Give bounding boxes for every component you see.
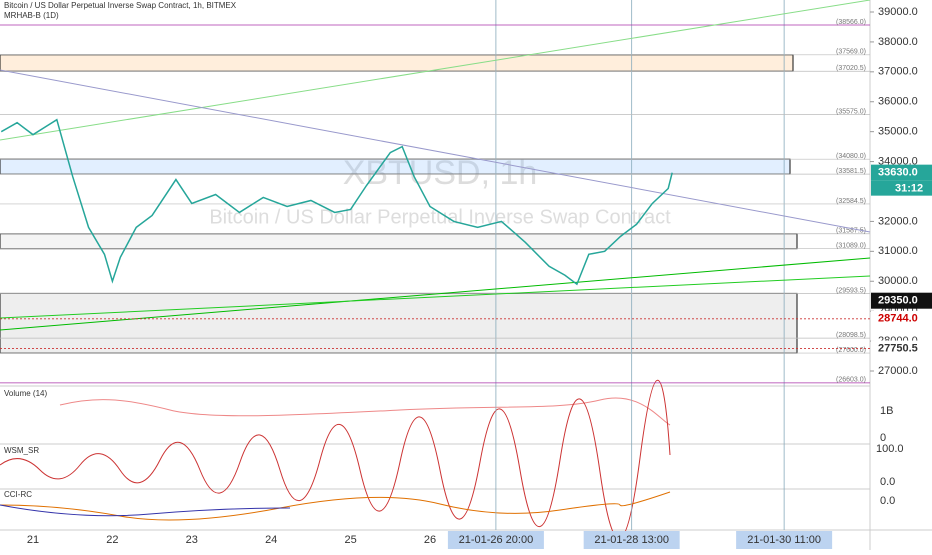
price-line [0,118,673,286]
watermark: Bitcoin / US Dollar Perpetual Inverse Sw… [209,206,671,228]
mark-badge [871,310,932,327]
mark-badge [871,340,932,357]
level-badge [871,292,932,309]
zone [0,158,791,175]
pane-label: CCI-RC [4,490,32,499]
level-label: (35575.0) [836,108,866,115]
countdown: 31:12 [895,183,923,195]
price-tick-label: 27000.0 [878,365,918,377]
level-label: (27600.0) [836,347,866,354]
time-marker-label: 21-01-30 11:00 [747,534,821,546]
level-label: (26603.0) [836,377,866,384]
indicator-name: MRHAB-B (1D) [4,11,59,20]
trend-line [0,69,871,233]
trend-line [0,257,871,331]
zone [0,233,798,250]
level-label: (38566.0) [836,19,866,26]
pane-label: Volume (14) [4,389,47,398]
time-label: 23 [186,534,198,546]
price-tick-label: 36000.0 [878,96,918,108]
stoch-line [0,379,671,540]
cci-tick: 0.0 [880,495,895,507]
time-badge [447,531,544,549]
level-label: (37569.0) [836,49,866,56]
volume-tick: 1B [880,405,893,417]
price-tick-label: 37000.0 [878,66,918,78]
time-marker-label: 21-01-28 13:00 [594,534,669,546]
time-label: 21 [27,534,39,546]
time-label: 22 [106,534,118,546]
countdown-badge [871,180,932,196]
trend-line [0,0,871,141]
mark-badge-label: 27750.5 [878,342,918,354]
level-badge-label: 29350.0 [878,295,918,307]
time-label: 24 [265,534,277,546]
mark-badge-label: 28744.0 [878,313,918,325]
time-badge [583,531,680,549]
volume-ma [59,397,671,426]
level-label: (37020.5) [836,65,866,72]
price-tick-label: 32000.0 [878,215,918,227]
price-tick-label: 31000.0 [878,245,918,257]
time-marker-label: 21-01-26 20:00 [459,534,534,546]
last-price [871,164,932,181]
last-price-label: 33630.0 [878,167,918,179]
volume-tick: 0 [880,432,886,444]
level-label: (31587.5) [836,228,866,235]
price-tick-label: 39000.0 [878,6,918,18]
pane-label: WSM_SR [4,446,39,455]
price-tick-label: 34000.0 [878,155,918,167]
level-label: (31089.0) [836,243,866,250]
zone [0,292,798,354]
time-badge [736,531,833,549]
cci-line [0,504,291,517]
stoch-tick: 100.0 [876,443,904,455]
price-tick-label: 30000.0 [878,275,918,287]
price-tick-label: 38000.0 [878,36,918,48]
level-label: (33581.5) [836,168,866,175]
level-label: (34080.0) [836,153,866,160]
time-label: 26 [424,534,436,546]
level-label: (28098.5) [836,332,866,339]
stoch-tick: 0.0 [880,476,895,488]
price-tick-label: 35000.0 [878,126,918,138]
level-label: (32584.5) [836,198,866,205]
chart-title: Bitcoin / US Dollar Perpetual Inverse Sw… [4,1,237,10]
trend-line [0,275,871,319]
level-label: (29593.5) [836,287,866,294]
zone [0,54,794,72]
time-label: 25 [344,534,356,546]
